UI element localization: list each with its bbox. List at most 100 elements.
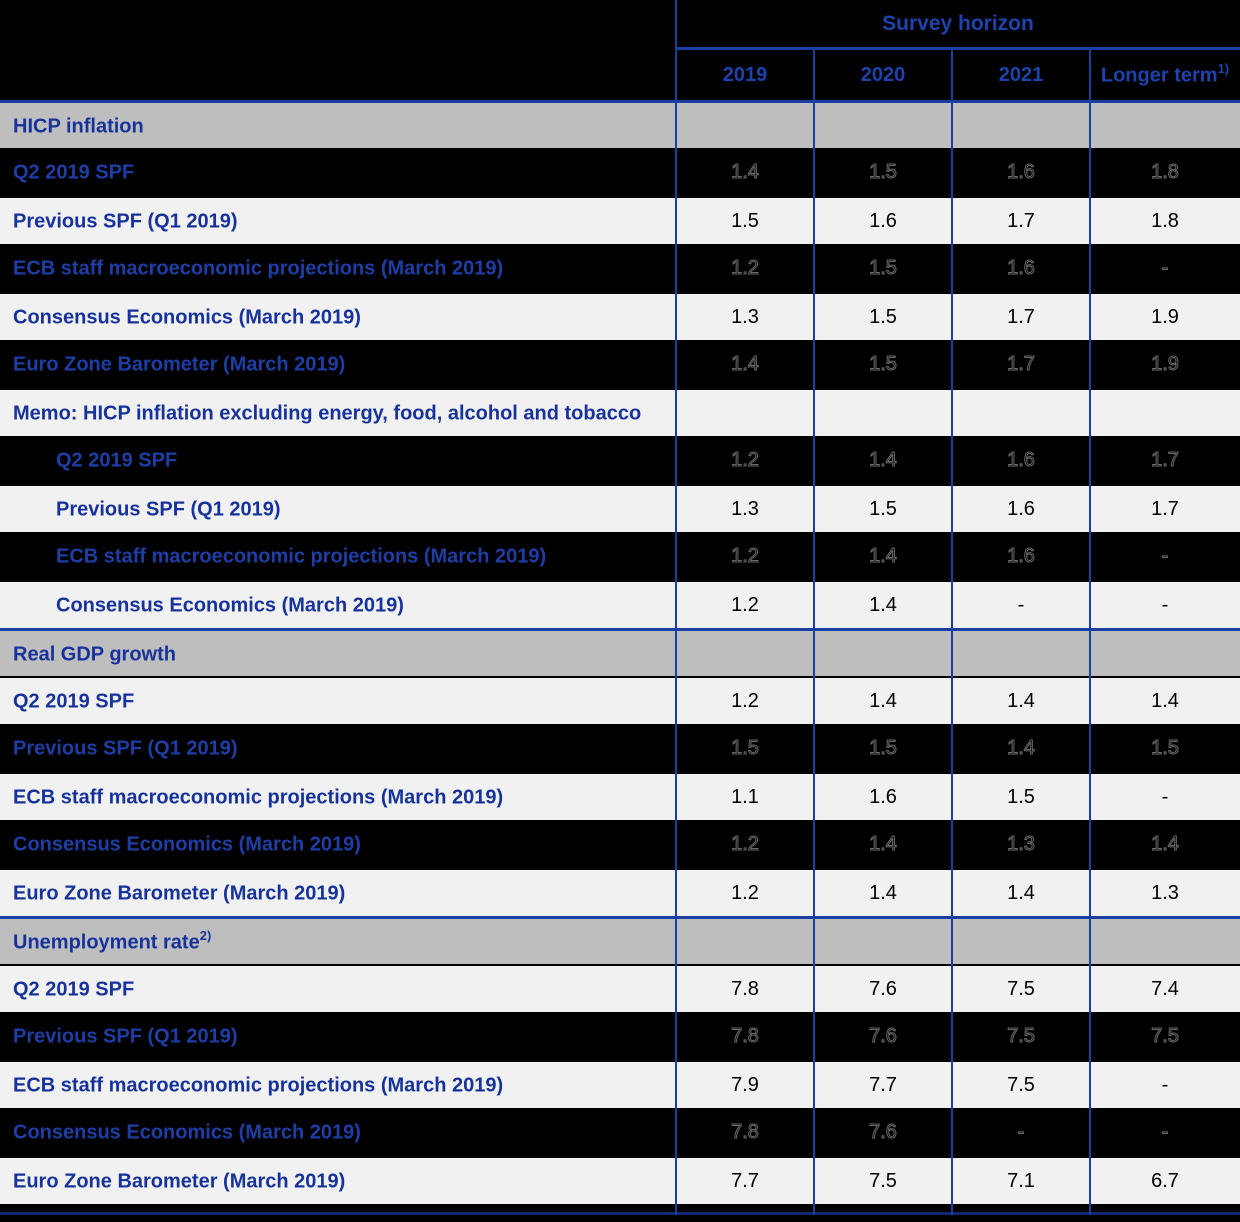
row-value: 1.5 (1007, 785, 1035, 808)
row-value: 7.7 (869, 1073, 897, 1096)
row-value: 1.5 (869, 736, 898, 759)
row-label-cell: ECB staff macroeconomic projections (Mar… (0, 255, 676, 281)
row-label-cell: Real GDP growth (0, 641, 676, 667)
row-value: 1.2 (731, 544, 760, 567)
table-bottom-border (0, 1212, 1240, 1215)
longer-term-footnote-marker: 1) (1217, 61, 1230, 77)
row-value: 1.4 (731, 160, 760, 183)
row-value: 1.5 (869, 256, 898, 279)
row-value: 1.6 (869, 209, 897, 232)
longer-term-label: Longer term (1100, 64, 1218, 87)
row-label-cell: HICP inflation (0, 113, 676, 139)
row-value: 1.5 (869, 352, 898, 375)
table-row: ECB staff macroeconomic projections (Mar… (0, 772, 1240, 820)
row-value: 1.4 (869, 544, 898, 567)
row-label-cell: Previous SPF (Q1 2019) (0, 208, 676, 234)
row-value: 1.7 (1007, 305, 1035, 328)
row-label-cell: ECB staff macroeconomic projections (Mar… (0, 784, 676, 810)
row-label: ECB staff macroeconomic projections (Mar… (13, 786, 504, 809)
row-value: - (1161, 256, 1169, 279)
table-row: Euro Zone Barometer (March 2019) 1.2 1.4… (0, 868, 1240, 916)
row-value: - (1161, 785, 1169, 808)
row-value: - (1161, 1120, 1169, 1143)
row-value: - (1017, 1120, 1025, 1143)
row-label: Euro Zone Barometer (March 2019) (13, 882, 346, 905)
row-value: 1.7 (1151, 448, 1180, 471)
table-row: ECB staff macroeconomic projections (Mar… (0, 532, 1240, 580)
table-row: Previous SPF (Q1 2019) 1.3 1.5 1.6 1.7 (0, 484, 1240, 532)
row-value: - (1161, 593, 1169, 616)
row-label: Previous SPF (Q1 2019) (56, 498, 281, 521)
row-value: 1.9 (1151, 305, 1179, 328)
row-value: 1.8 (1151, 160, 1180, 183)
row-label: Consensus Economics (March 2019) (13, 306, 361, 329)
row-label: Euro Zone Barometer (March 2019) (13, 1170, 346, 1193)
table-row: Previous SPF (Q1 2019) 1.5 1.5 1.4 1.5 (0, 724, 1240, 772)
row-label: Previous SPF (Q1 2019) (13, 737, 238, 760)
column-header-2021: 2021 (998, 63, 1044, 86)
row-label-cell: Q2 2019 SPF (0, 447, 676, 473)
column-divider-line (813, 47, 815, 1215)
table-row: Consensus Economics (March 2019) 7.8 7.6… (0, 1108, 1240, 1156)
row-value: 7.5 (1007, 1024, 1036, 1047)
row-label: Q2 2019 SPF (13, 690, 135, 713)
row-value: 7.8 (731, 977, 759, 1000)
row-value: - (1161, 1073, 1169, 1096)
row-value: 1.4 (869, 881, 897, 904)
table-row: HICP inflation (0, 100, 1240, 148)
row-value: 1.5 (869, 305, 897, 328)
table-row: Previous SPF (Q1 2019) 1.5 1.6 1.7 1.8 (0, 196, 1240, 244)
row-value: 7.4 (1151, 977, 1179, 1000)
row-value: 7.9 (731, 1073, 759, 1096)
row-value: 7.6 (869, 977, 897, 1000)
row-label: Real GDP growth (13, 643, 176, 666)
row-value: 1.6 (869, 785, 897, 808)
row-value: 1.4 (869, 448, 898, 471)
row-label-cell: Q2 2019 SPF (0, 688, 676, 714)
row-value: 1.5 (869, 160, 898, 183)
row-label-cell: ECB staff macroeconomic projections (Mar… (0, 543, 676, 569)
row-value: 6.7 (1151, 1169, 1179, 1192)
column-header-2019: 2019 (722, 63, 768, 86)
row-value: 1.2 (731, 689, 759, 712)
row-label: Previous SPF (Q1 2019) (13, 1025, 238, 1048)
row-value: 1.6 (1007, 497, 1035, 520)
row-value: 1.4 (1151, 832, 1180, 855)
row-value: 1.6 (1007, 160, 1036, 183)
bottom-spacer (0, 1204, 1240, 1212)
row-value: 1.4 (869, 593, 897, 616)
row-value: 1.3 (731, 305, 759, 328)
row-value: 1.4 (1151, 689, 1179, 712)
row-value: 1.5 (1151, 736, 1180, 759)
table-row: Euro Zone Barometer (March 2019) 7.7 7.5… (0, 1156, 1240, 1204)
row-value: 1.4 (731, 352, 760, 375)
row-value: 1.4 (1007, 736, 1036, 759)
row-label: Previous SPF (Q1 2019) (13, 210, 238, 233)
row-value: 1.3 (1007, 832, 1036, 855)
column-header-2020: 2020 (860, 63, 906, 86)
table-row: Previous SPF (Q1 2019) 7.8 7.6 7.5 7.5 (0, 1012, 1240, 1060)
row-value: 1.2 (731, 832, 760, 855)
row-label: ECB staff macroeconomic projections (Mar… (13, 1074, 504, 1097)
row-label-cell: Previous SPF (Q1 2019) (0, 1023, 676, 1049)
table-row: Real GDP growth (0, 628, 1240, 676)
row-label-cell: Euro Zone Barometer (March 2019) (0, 351, 676, 377)
row-value: 1.8 (1151, 209, 1179, 232)
row-value: 1.4 (1007, 689, 1035, 712)
row-value: 7.6 (869, 1120, 898, 1143)
row-label-cell: Q2 2019 SPF (0, 976, 676, 1002)
row-value: 7.5 (869, 1169, 897, 1192)
survey-horizon-title: Survey horizon (676, 0, 1240, 50)
row-label-cell: Memo: HICP inflation excluding energy, f… (0, 400, 676, 426)
table-row: Q2 2019 SPF 1.2 1.4 1.6 1.7 (0, 436, 1240, 484)
row-value: 7.8 (731, 1024, 760, 1047)
row-label: ECB staff macroeconomic projections (Mar… (56, 545, 547, 568)
row-label: HICP inflation (13, 115, 144, 138)
row-value: 7.5 (1007, 977, 1035, 1000)
table-row: Euro Zone Barometer (March 2019) 1.4 1.5… (0, 340, 1240, 388)
row-value: 1.4 (869, 689, 897, 712)
column-divider-line (675, 0, 677, 1215)
column-divider-line (1089, 47, 1091, 1215)
row-label: Euro Zone Barometer (March 2019) (13, 353, 346, 376)
